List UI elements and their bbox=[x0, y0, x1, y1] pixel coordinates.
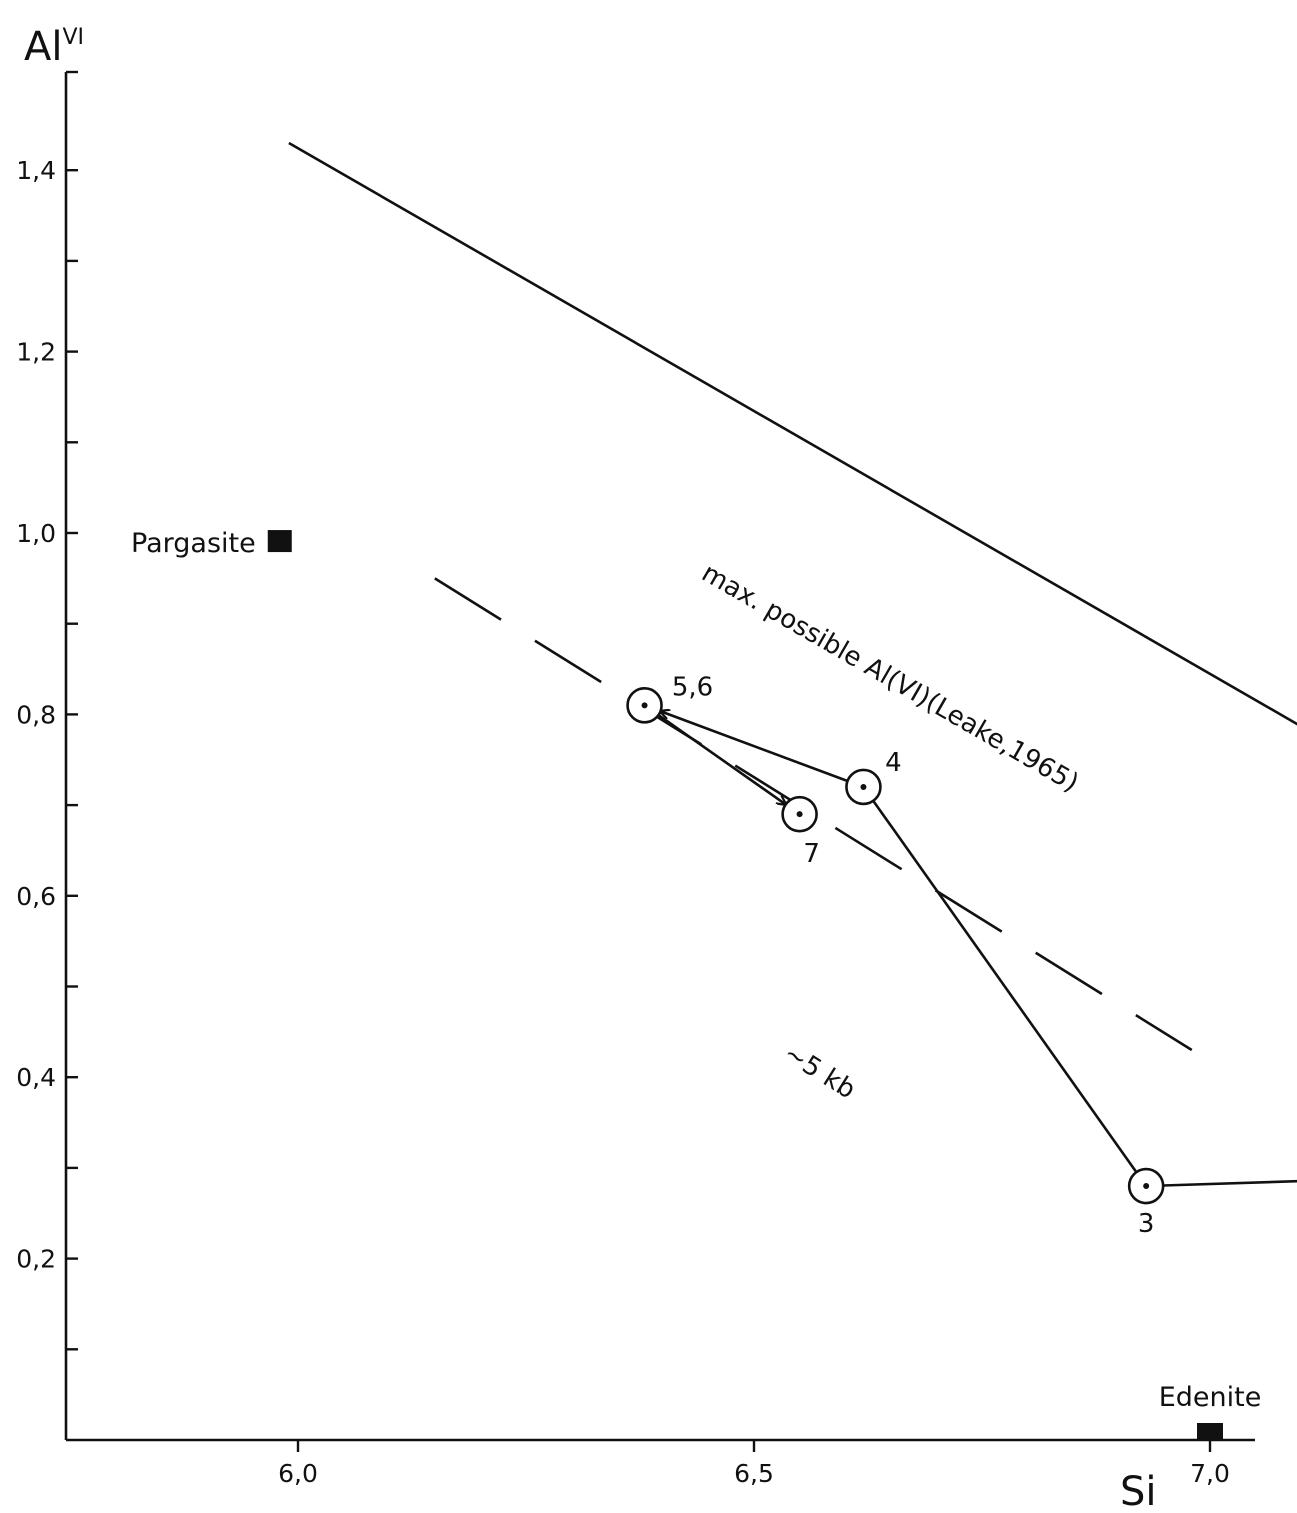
y-tick-label: 0,4 bbox=[16, 1063, 56, 1092]
data-point-center bbox=[1143, 1183, 1150, 1190]
pressure-isobar-label: ~5 kb bbox=[778, 1038, 860, 1105]
y-ticks: 0,2 0,4 0,6 0,8 1,0 1,2 1,4 bbox=[16, 70, 78, 1351]
x-axis-title: Si bbox=[1120, 1469, 1157, 1513]
path-segment bbox=[657, 714, 785, 804]
y-tick-label: 1,2 bbox=[16, 338, 56, 367]
data-point-label: 5,6 bbox=[672, 672, 713, 702]
y-axis-title: AlVI bbox=[24, 24, 84, 70]
reference-points: PargasiteEdeniteActinolite bbox=[131, 528, 1262, 1440]
data-point-label: 3 bbox=[1138, 1209, 1155, 1239]
y-axis-title-sup: VI bbox=[62, 25, 84, 50]
y-tick-label: 1,0 bbox=[16, 519, 56, 548]
data-point-center bbox=[796, 811, 803, 818]
data-point-center bbox=[860, 783, 867, 790]
max-al-line bbox=[288, 141, 1297, 726]
y-axis-title-base: Al bbox=[24, 24, 62, 70]
path-segment bbox=[872, 800, 1138, 1173]
path-segment bbox=[660, 711, 848, 783]
mineral-marker bbox=[1197, 1423, 1223, 1440]
data-point-label: 4 bbox=[885, 748, 902, 778]
y-tick-label: 1,4 bbox=[16, 156, 56, 185]
mineral-label: Edenite bbox=[1159, 1382, 1262, 1413]
x-tick-label: 6,0 bbox=[278, 1459, 318, 1488]
y-tick-label: 0,8 bbox=[16, 700, 56, 729]
data-points: 12345,67 bbox=[626, 672, 1165, 1239]
pressure-isobar-line bbox=[434, 577, 1193, 1052]
mineral-label: Pargasite bbox=[131, 528, 256, 559]
y-tick-label: 0,2 bbox=[16, 1245, 56, 1274]
x-tick-label: 7,0 bbox=[1190, 1459, 1230, 1488]
reference-lines: max. possible Al(VI)(Leake,1965)~5 kb bbox=[288, 141, 1297, 1105]
x-ticks: 6,06,57,07,58,0 bbox=[278, 1440, 1230, 1488]
y-tick-label: 0,6 bbox=[16, 882, 56, 911]
mineral-marker bbox=[267, 530, 292, 553]
evolution-path bbox=[657, 711, 1297, 1187]
data-point-center bbox=[641, 702, 648, 709]
data-point-label: 7 bbox=[803, 839, 820, 869]
axes: 0,20,40,60,81,01,21,4 6,06,57,07,58,0 bbox=[16, 70, 1255, 1488]
x-tick-label: 6,5 bbox=[734, 1459, 774, 1488]
path-segment bbox=[1163, 1179, 1297, 1187]
